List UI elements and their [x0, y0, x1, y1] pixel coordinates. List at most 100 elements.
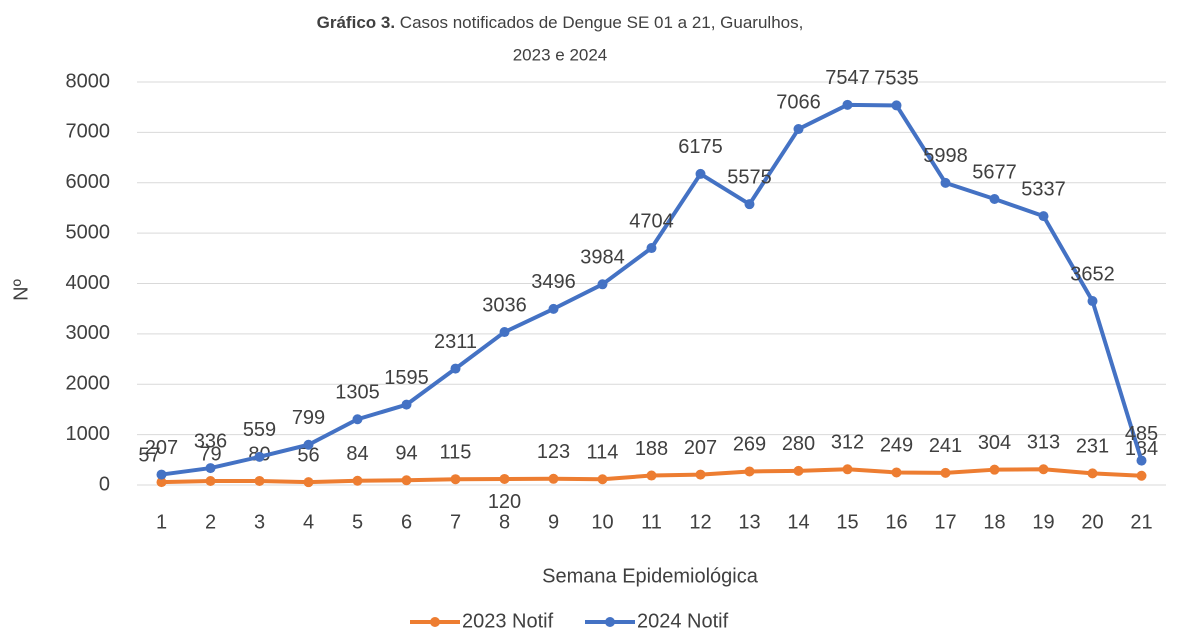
data-label: 249	[880, 435, 913, 457]
data-point	[891, 100, 902, 111]
data-label: 115	[440, 441, 472, 463]
x-tick-label: 9	[548, 511, 559, 533]
x-tick-label: 7	[450, 511, 461, 533]
data-label: 3652	[1070, 263, 1115, 285]
data-label: 207	[684, 437, 717, 459]
data-label: 5337	[1021, 178, 1066, 200]
y-tick-label: 2000	[66, 373, 111, 395]
x-tick-label: 6	[401, 511, 412, 533]
data-label: 184	[1125, 438, 1158, 460]
data-label: 269	[733, 434, 766, 456]
data-point	[989, 464, 1000, 475]
data-point	[401, 475, 412, 486]
data-label: 5998	[923, 145, 968, 167]
data-point	[597, 279, 608, 290]
data-point	[450, 474, 461, 485]
y-axis-label: Nº	[10, 278, 32, 300]
data-point	[1087, 296, 1098, 307]
x-tick-label: 10	[591, 511, 613, 533]
data-point	[254, 451, 265, 462]
data-label: 231	[1076, 436, 1109, 458]
y-tick-label: 8000	[66, 70, 111, 92]
data-label: 7535	[874, 68, 919, 90]
data-point	[205, 463, 216, 474]
data-label: 1595	[384, 367, 429, 389]
x-tick-label: 21	[1130, 511, 1152, 533]
data-point	[303, 477, 314, 488]
x-tick-label: 15	[836, 511, 858, 533]
data-point	[744, 199, 755, 210]
data-label: 336	[194, 430, 227, 452]
data-point	[695, 168, 706, 179]
legend-marker	[605, 617, 615, 627]
y-tick-label: 1000	[66, 423, 111, 445]
data-label: 312	[831, 432, 864, 454]
data-point	[352, 414, 363, 425]
data-label: 485	[1125, 423, 1158, 445]
data-label: 120	[488, 491, 521, 513]
data-point	[1038, 464, 1049, 475]
data-label: 84	[346, 443, 368, 465]
data-label: 5677	[972, 161, 1017, 183]
data-point	[695, 469, 706, 480]
chart-title-line2: 2023 e 2024	[513, 45, 608, 64]
data-label: 79	[199, 443, 221, 465]
legend-label: 2023 Notif	[462, 610, 554, 632]
y-tick-label: 0	[99, 473, 110, 495]
data-point	[254, 475, 265, 486]
y-tick-label: 5000	[66, 221, 111, 243]
data-point	[940, 177, 951, 188]
data-label: 56	[297, 444, 319, 466]
data-point	[548, 303, 559, 314]
data-label: 114	[587, 442, 619, 464]
data-label: 799	[292, 407, 325, 429]
data-label: 280	[782, 433, 815, 455]
data-label: 3984	[580, 247, 625, 269]
data-label: 313	[1027, 432, 1060, 454]
data-label: 188	[635, 438, 668, 460]
data-point	[842, 99, 853, 110]
legend-marker	[430, 617, 440, 627]
data-point	[1087, 468, 1098, 479]
data-point	[352, 475, 363, 486]
x-tick-label: 8	[499, 511, 510, 533]
x-tick-label: 1	[156, 511, 167, 533]
title-line1: Casos notificados de Dengue SE 01 a 21, …	[400, 13, 804, 32]
data-point	[205, 476, 216, 487]
y-tick-label: 4000	[66, 272, 111, 294]
legend-label: 2024 Notif	[637, 610, 729, 632]
data-point	[1136, 455, 1147, 466]
data-point	[793, 465, 804, 476]
data-label: 94	[395, 443, 417, 465]
data-label: 559	[243, 419, 276, 441]
data-label: 4704	[629, 210, 674, 232]
x-tick-label: 5	[352, 511, 363, 533]
data-point	[891, 467, 902, 478]
data-point	[156, 477, 167, 488]
x-tick-label: 14	[787, 511, 809, 533]
x-tick-label: 11	[641, 511, 662, 533]
data-label: 2311	[434, 331, 477, 353]
x-tick-label: 20	[1081, 511, 1103, 533]
data-label: 7547	[825, 67, 870, 89]
data-point	[499, 327, 510, 338]
x-tick-label: 19	[1032, 511, 1054, 533]
title-bold: Gráfico 3.	[317, 13, 395, 32]
data-label: 207	[145, 437, 178, 459]
x-tick-label: 12	[689, 511, 711, 533]
data-point	[597, 474, 608, 485]
data-label: 1305	[335, 382, 380, 404]
x-tick-label: 2	[205, 511, 216, 533]
y-tick-label: 3000	[66, 322, 111, 344]
x-tick-label: 16	[885, 511, 907, 533]
data-point	[744, 466, 755, 477]
data-point	[989, 194, 1000, 205]
data-point	[303, 439, 314, 450]
x-tick-label: 18	[983, 511, 1005, 533]
x-tick-label: 4	[303, 511, 314, 533]
x-axis-label: Semana Epidemiológica	[542, 565, 759, 587]
y-tick-label: 6000	[66, 171, 111, 193]
data-label: 6175	[678, 136, 723, 158]
data-point	[401, 399, 412, 410]
